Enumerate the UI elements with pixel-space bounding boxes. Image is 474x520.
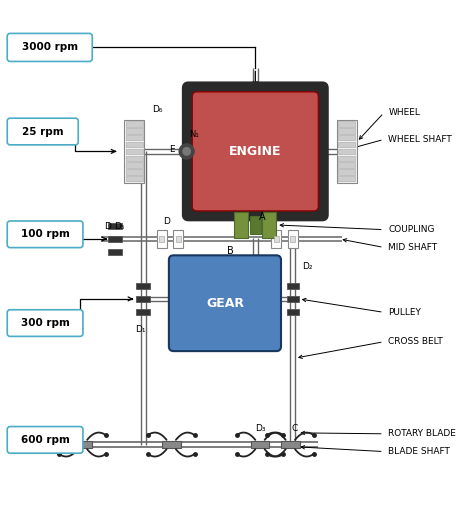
- Bar: [176, 237, 181, 242]
- FancyBboxPatch shape: [183, 83, 328, 220]
- Bar: [126, 169, 143, 175]
- Text: GEAR: GEAR: [206, 297, 244, 310]
- Bar: [287, 296, 299, 302]
- Bar: [338, 169, 356, 175]
- Bar: [338, 135, 356, 140]
- Bar: [287, 282, 299, 289]
- Text: PULLEY: PULLEY: [389, 308, 421, 317]
- Bar: [126, 142, 143, 147]
- Text: D₆: D₆: [153, 105, 163, 114]
- Text: A: A: [259, 212, 265, 222]
- Text: WHEEL: WHEEL: [389, 108, 420, 118]
- Bar: [338, 162, 356, 168]
- Bar: [126, 128, 143, 134]
- Text: BLADE SHAFT: BLADE SHAFT: [389, 447, 450, 456]
- Bar: [126, 176, 143, 181]
- Bar: [338, 155, 356, 161]
- Circle shape: [183, 148, 191, 155]
- Circle shape: [48, 440, 58, 449]
- Bar: [159, 237, 164, 242]
- Text: D: D: [104, 222, 110, 230]
- FancyBboxPatch shape: [7, 33, 92, 61]
- Text: 3000 rpm: 3000 rpm: [22, 43, 78, 53]
- Text: D: D: [163, 217, 170, 226]
- Text: N₁: N₁: [189, 130, 199, 139]
- Text: D₂: D₂: [302, 262, 312, 271]
- Bar: [108, 223, 122, 229]
- Bar: [338, 142, 356, 147]
- Bar: [338, 176, 356, 181]
- Bar: [162, 441, 181, 448]
- Bar: [173, 230, 183, 248]
- Bar: [338, 128, 356, 134]
- Text: D₅: D₅: [114, 222, 125, 230]
- Text: 600 rpm: 600 rpm: [21, 435, 70, 445]
- Bar: [157, 230, 167, 248]
- Text: WHEEL SHAFT: WHEEL SHAFT: [389, 135, 452, 144]
- Bar: [338, 149, 356, 154]
- Text: 25 rpm: 25 rpm: [22, 126, 64, 137]
- Text: C: C: [292, 424, 298, 433]
- Bar: [234, 212, 248, 238]
- Bar: [126, 135, 143, 140]
- FancyBboxPatch shape: [7, 118, 78, 145]
- Text: D₃: D₃: [255, 424, 265, 433]
- Text: 300 rpm: 300 rpm: [21, 318, 70, 328]
- Bar: [126, 155, 143, 161]
- Text: D₁: D₁: [136, 324, 146, 334]
- Bar: [136, 296, 150, 302]
- Bar: [338, 121, 356, 127]
- Bar: [337, 120, 357, 183]
- Text: CROSS BELT: CROSS BELT: [389, 337, 443, 346]
- Bar: [288, 230, 298, 248]
- Bar: [126, 149, 143, 154]
- FancyBboxPatch shape: [7, 310, 83, 336]
- Bar: [73, 441, 92, 448]
- Text: COUPLING: COUPLING: [389, 225, 435, 234]
- Text: ENGINE: ENGINE: [229, 145, 282, 158]
- Bar: [271, 230, 282, 248]
- Bar: [126, 162, 143, 168]
- FancyBboxPatch shape: [169, 255, 281, 351]
- Bar: [274, 237, 279, 242]
- Bar: [136, 282, 150, 289]
- Bar: [262, 212, 276, 238]
- Bar: [250, 216, 261, 235]
- Bar: [126, 121, 143, 127]
- Bar: [290, 237, 295, 242]
- Bar: [125, 120, 144, 183]
- Text: 100 rpm: 100 rpm: [21, 229, 70, 239]
- Text: B: B: [227, 246, 234, 256]
- Text: ROTARY BLADE: ROTARY BLADE: [389, 430, 456, 438]
- Bar: [251, 441, 269, 448]
- Bar: [108, 249, 122, 255]
- Text: E: E: [169, 145, 174, 153]
- FancyBboxPatch shape: [7, 221, 83, 248]
- Bar: [281, 441, 300, 448]
- Text: MID SHAFT: MID SHAFT: [389, 243, 438, 252]
- Bar: [108, 236, 122, 242]
- Bar: [287, 309, 299, 315]
- FancyBboxPatch shape: [192, 92, 319, 211]
- Circle shape: [179, 144, 194, 159]
- FancyBboxPatch shape: [7, 426, 83, 453]
- Bar: [136, 309, 150, 315]
